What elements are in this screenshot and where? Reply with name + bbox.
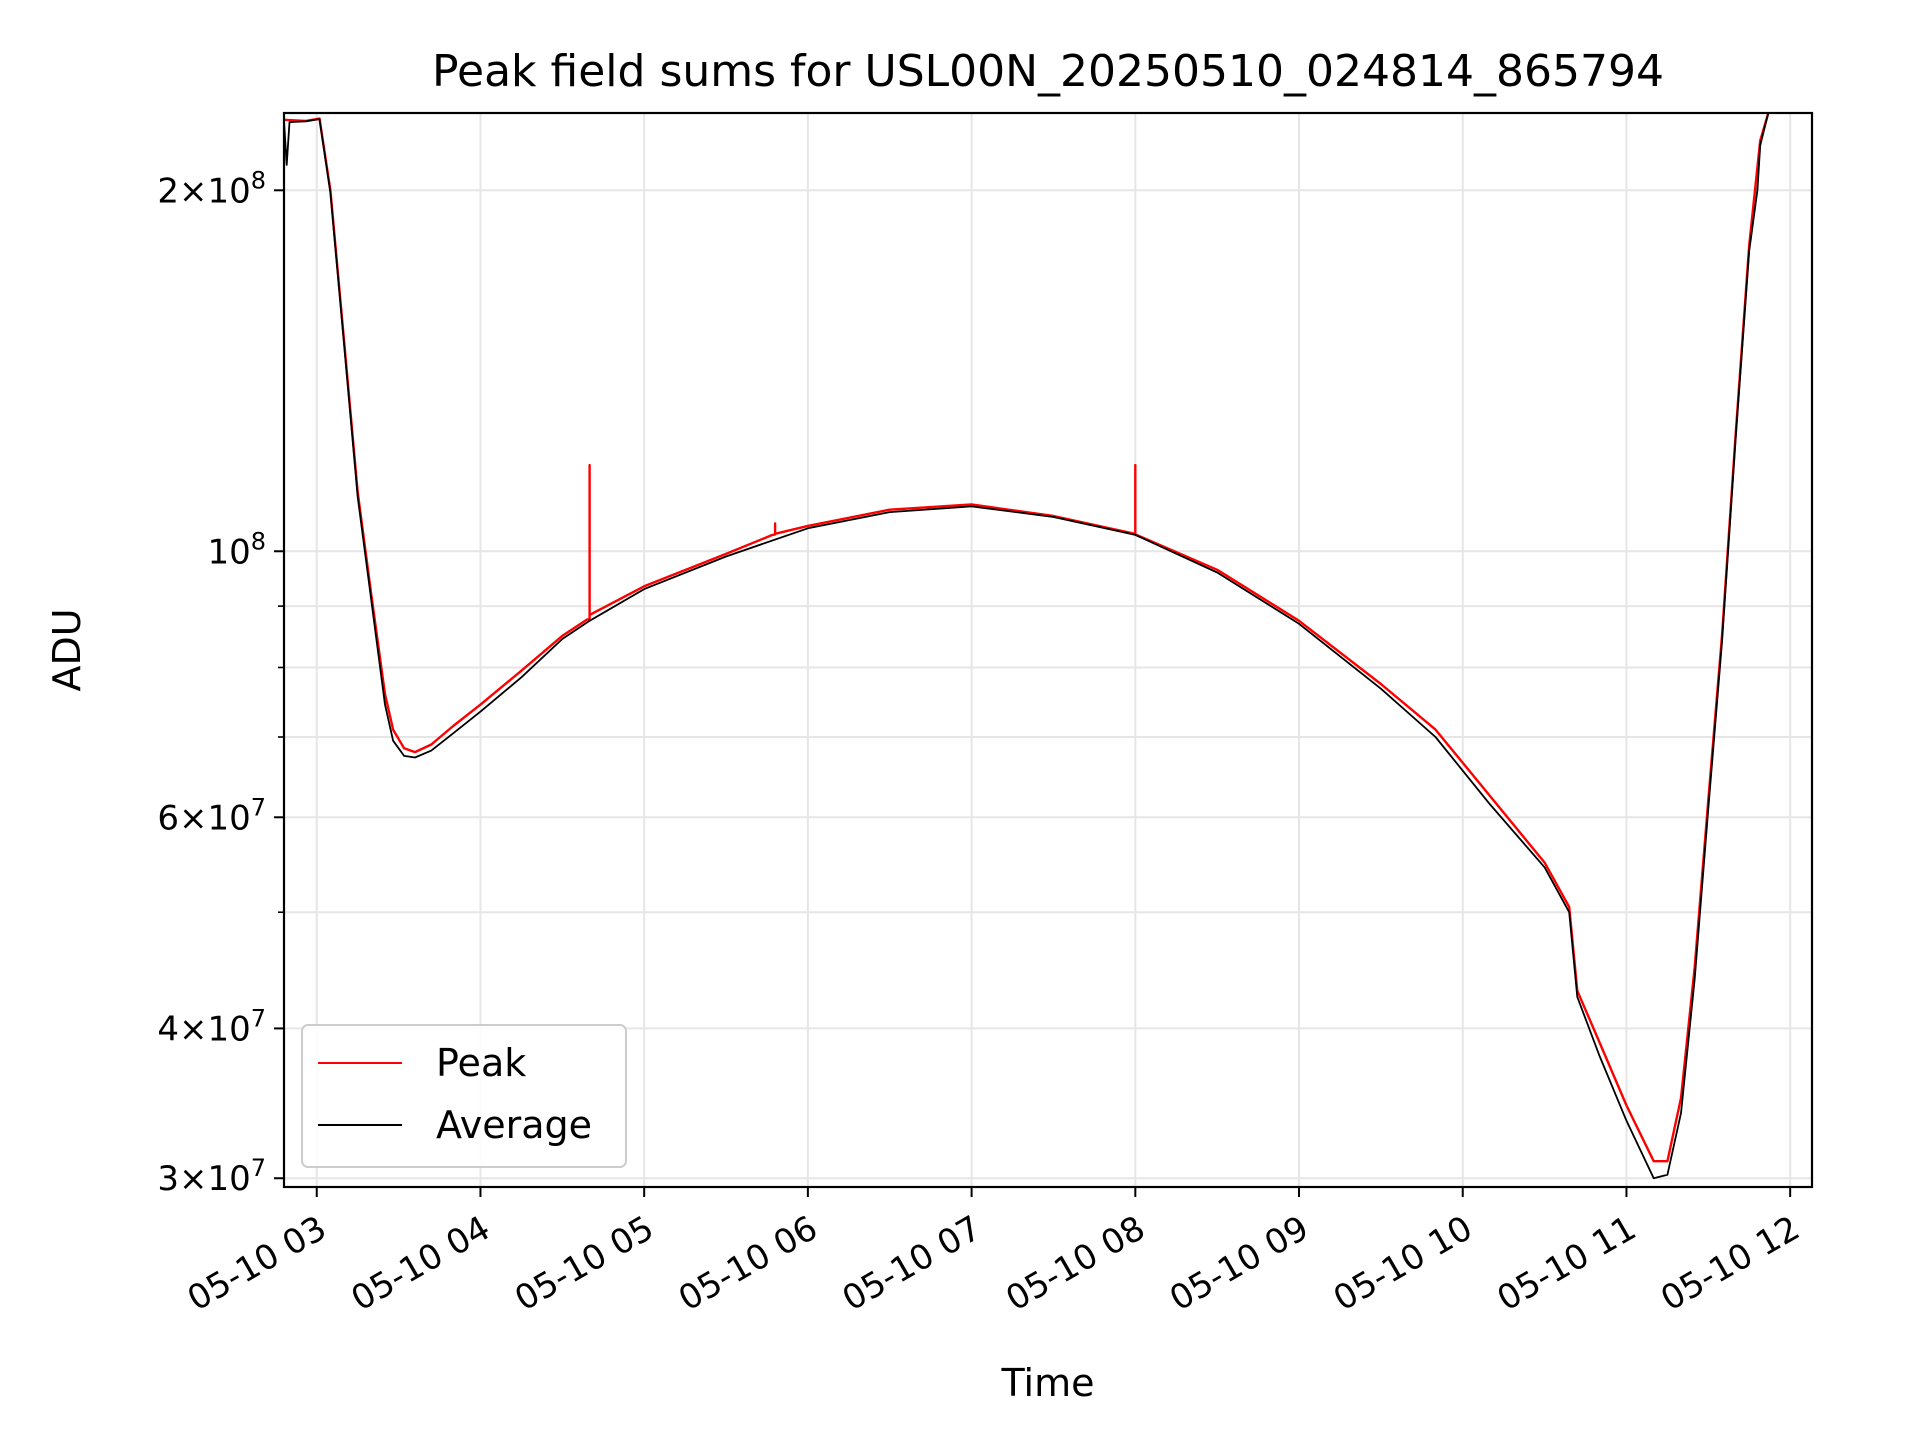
y-axis-label: ADU xyxy=(45,608,89,691)
legend-label-peak: Peak xyxy=(436,1041,526,1085)
legend: Peak Average xyxy=(301,1024,627,1168)
series-line-peak xyxy=(284,113,1770,1163)
chart-title: Peak field sums for USL00N_20250510_0248… xyxy=(432,46,1664,97)
y-tick-label: 108 xyxy=(207,527,266,572)
y-tick-label: 3×107 xyxy=(157,1154,266,1199)
legend-box xyxy=(301,1024,627,1168)
x-axis-label: Time xyxy=(1001,1361,1095,1405)
y-tick-label: 2×108 xyxy=(157,166,266,211)
plot-frame xyxy=(282,111,1814,1189)
plot-lines xyxy=(284,113,1770,1180)
y-tick-label: 6×107 xyxy=(157,793,266,838)
series-line-average xyxy=(284,113,1770,1180)
legend-label-average: Average xyxy=(436,1103,592,1147)
grid xyxy=(284,113,1812,1187)
y-tick-label: 4×107 xyxy=(157,1004,266,1049)
